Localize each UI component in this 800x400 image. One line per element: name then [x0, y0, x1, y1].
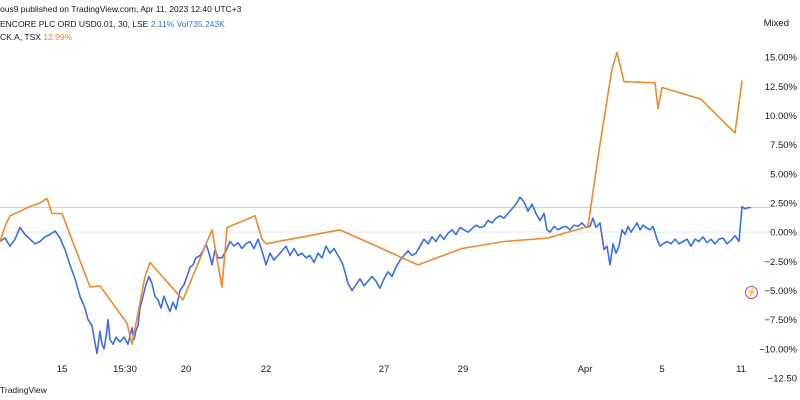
x-tick-label: 27	[379, 364, 390, 375]
series-line-1	[0, 196, 752, 355]
y-tick-label: −10.00%	[759, 344, 797, 355]
series1-label: ENCORE PLC ORD USD0.01, 30, LSE	[0, 19, 149, 29]
scale-mode-label[interactable]: Mixed	[763, 18, 789, 29]
series1-legend[interactable]: ENCORE PLC ORD USD0.01, 30, LSE 2.11% Vo…	[0, 19, 225, 29]
series1-volume: Vol735.243K	[176, 19, 225, 29]
y-tick-label: 15.00%	[765, 53, 798, 64]
y-tick-label: −7.50%	[765, 315, 798, 326]
x-axis: 15 15:30 20 22 27 29 Apr 5 11	[57, 364, 746, 375]
publish-info: ous9 published on TradingView.com, Apr 1…	[0, 4, 242, 14]
series-lines	[0, 51, 752, 355]
series1-change: 2.11%	[150, 19, 175, 29]
chart-header: ous9 published on TradingView.com, Apr 1…	[0, 0, 770, 50]
series2-label: CK.A, TSX	[0, 32, 41, 42]
tradingview-brand: TradingView	[0, 385, 47, 395]
y-tick-label: −12.50	[768, 374, 797, 385]
y-axis: 15.00% 12.50% 10.00% 7.50% 5.00% 2.50% 0.00% −2…	[759, 53, 797, 385]
y-tick-label: −2.50%	[765, 257, 798, 268]
x-tick-label: 5	[659, 364, 664, 375]
x-tick-label: Apr	[578, 364, 593, 375]
y-tick-label: 0.00%	[770, 228, 797, 239]
y-tick-label: 5.00%	[770, 169, 797, 180]
lightning-icon[interactable]: ⚡	[745, 286, 758, 299]
series2-change: 12.99%	[43, 32, 73, 42]
x-tick-label: 22	[261, 364, 272, 375]
x-tick-label: 20	[181, 364, 192, 375]
y-tick-label: 12.50%	[765, 82, 798, 93]
y-tick-label: 7.50%	[770, 140, 797, 151]
x-tick-label: 11	[736, 364, 746, 375]
x-tick-label: 15	[57, 364, 68, 375]
x-tick-label: 15:30	[113, 364, 137, 375]
y-tick-label: 2.50%	[770, 199, 797, 210]
series-line-2	[0, 51, 743, 345]
x-tick-label: 29	[458, 364, 469, 375]
y-tick-label: −5.00%	[765, 286, 798, 297]
series2-legend[interactable]: CK.A, TSX 12.99%	[0, 32, 72, 42]
y-tick-label: 10.00%	[765, 111, 798, 122]
